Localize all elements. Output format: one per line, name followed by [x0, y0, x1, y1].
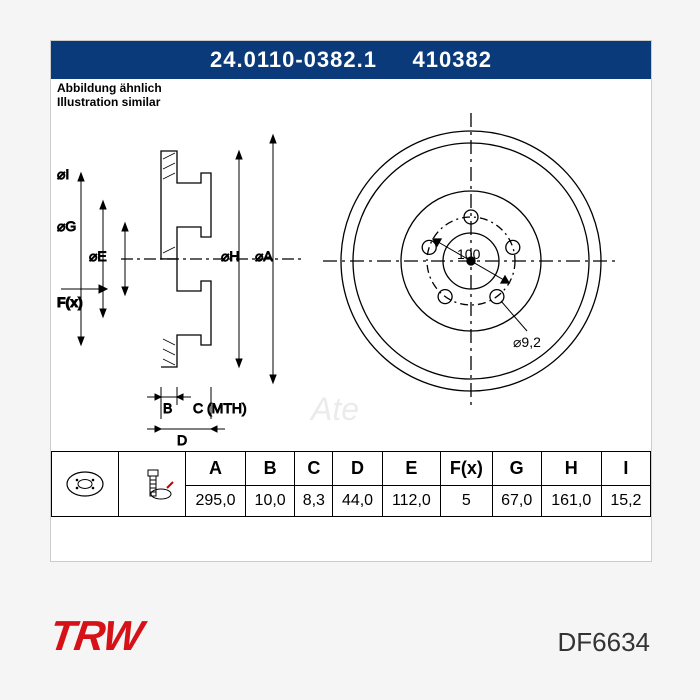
col-E: E — [382, 452, 441, 486]
subtitle-de: Abbildung ähnlich — [57, 81, 645, 95]
icon-bolt — [119, 452, 186, 517]
col-Fx: F(x) — [441, 452, 492, 486]
label-D: D — [177, 432, 187, 448]
icon-disc — [52, 452, 119, 517]
val-Fx: 5 — [441, 486, 492, 517]
label-bolt-circle: 100 — [457, 246, 481, 262]
part-no-long: 24.0110-0382.1 — [210, 47, 377, 72]
diagram-area: ⌀I ⌀G ⌀E F(x) ⌀H — [51, 111, 651, 451]
footer-part-number: DF6634 — [558, 627, 651, 658]
dimension-table: A B C D E F(x) G H I 295,0 10,0 8,3 44,0… — [51, 451, 651, 517]
brand-logo: TRW — [47, 612, 146, 660]
header-bar: 24.0110-0382.1 410382 — [51, 41, 651, 79]
spec-card: 24.0110-0382.1 410382 Abbildung ähnlich … — [50, 40, 652, 562]
col-C: C — [295, 452, 333, 486]
label-dG: ⌀G — [57, 218, 76, 234]
val-B: 10,0 — [246, 486, 295, 517]
col-D: D — [333, 452, 382, 486]
subtitle-en: Illustration similar — [57, 95, 645, 109]
val-C: 8,3 — [295, 486, 333, 517]
subtitle-block: Abbildung ähnlich Illustration similar — [51, 79, 651, 111]
col-B: B — [246, 452, 295, 486]
label-Fx: F(x) — [57, 294, 83, 310]
table-header-row: A B C D E F(x) G H I — [52, 452, 651, 486]
label-B: B — [163, 400, 172, 416]
label-C: C (MTH) — [193, 400, 247, 416]
col-A: A — [186, 452, 246, 486]
technical-drawing: ⌀I ⌀G ⌀E F(x) ⌀H — [51, 111, 651, 451]
col-I: I — [601, 452, 650, 486]
val-G: 67,0 — [492, 486, 541, 517]
label-dA: ⌀A — [255, 248, 273, 264]
col-H: H — [541, 452, 601, 486]
part-no-short: 410382 — [413, 47, 492, 72]
val-H: 161,0 — [541, 486, 601, 517]
label-dE: ⌀E — [89, 248, 107, 264]
val-D: 44,0 — [333, 486, 382, 517]
val-I: 15,2 — [601, 486, 650, 517]
label-dI: ⌀I — [57, 166, 69, 182]
val-E: 112,0 — [382, 486, 441, 517]
label-dH: ⌀H — [221, 248, 240, 264]
val-A: 295,0 — [186, 486, 246, 517]
col-G: G — [492, 452, 541, 486]
label-hole-dia: ⌀9,2 — [513, 334, 541, 350]
